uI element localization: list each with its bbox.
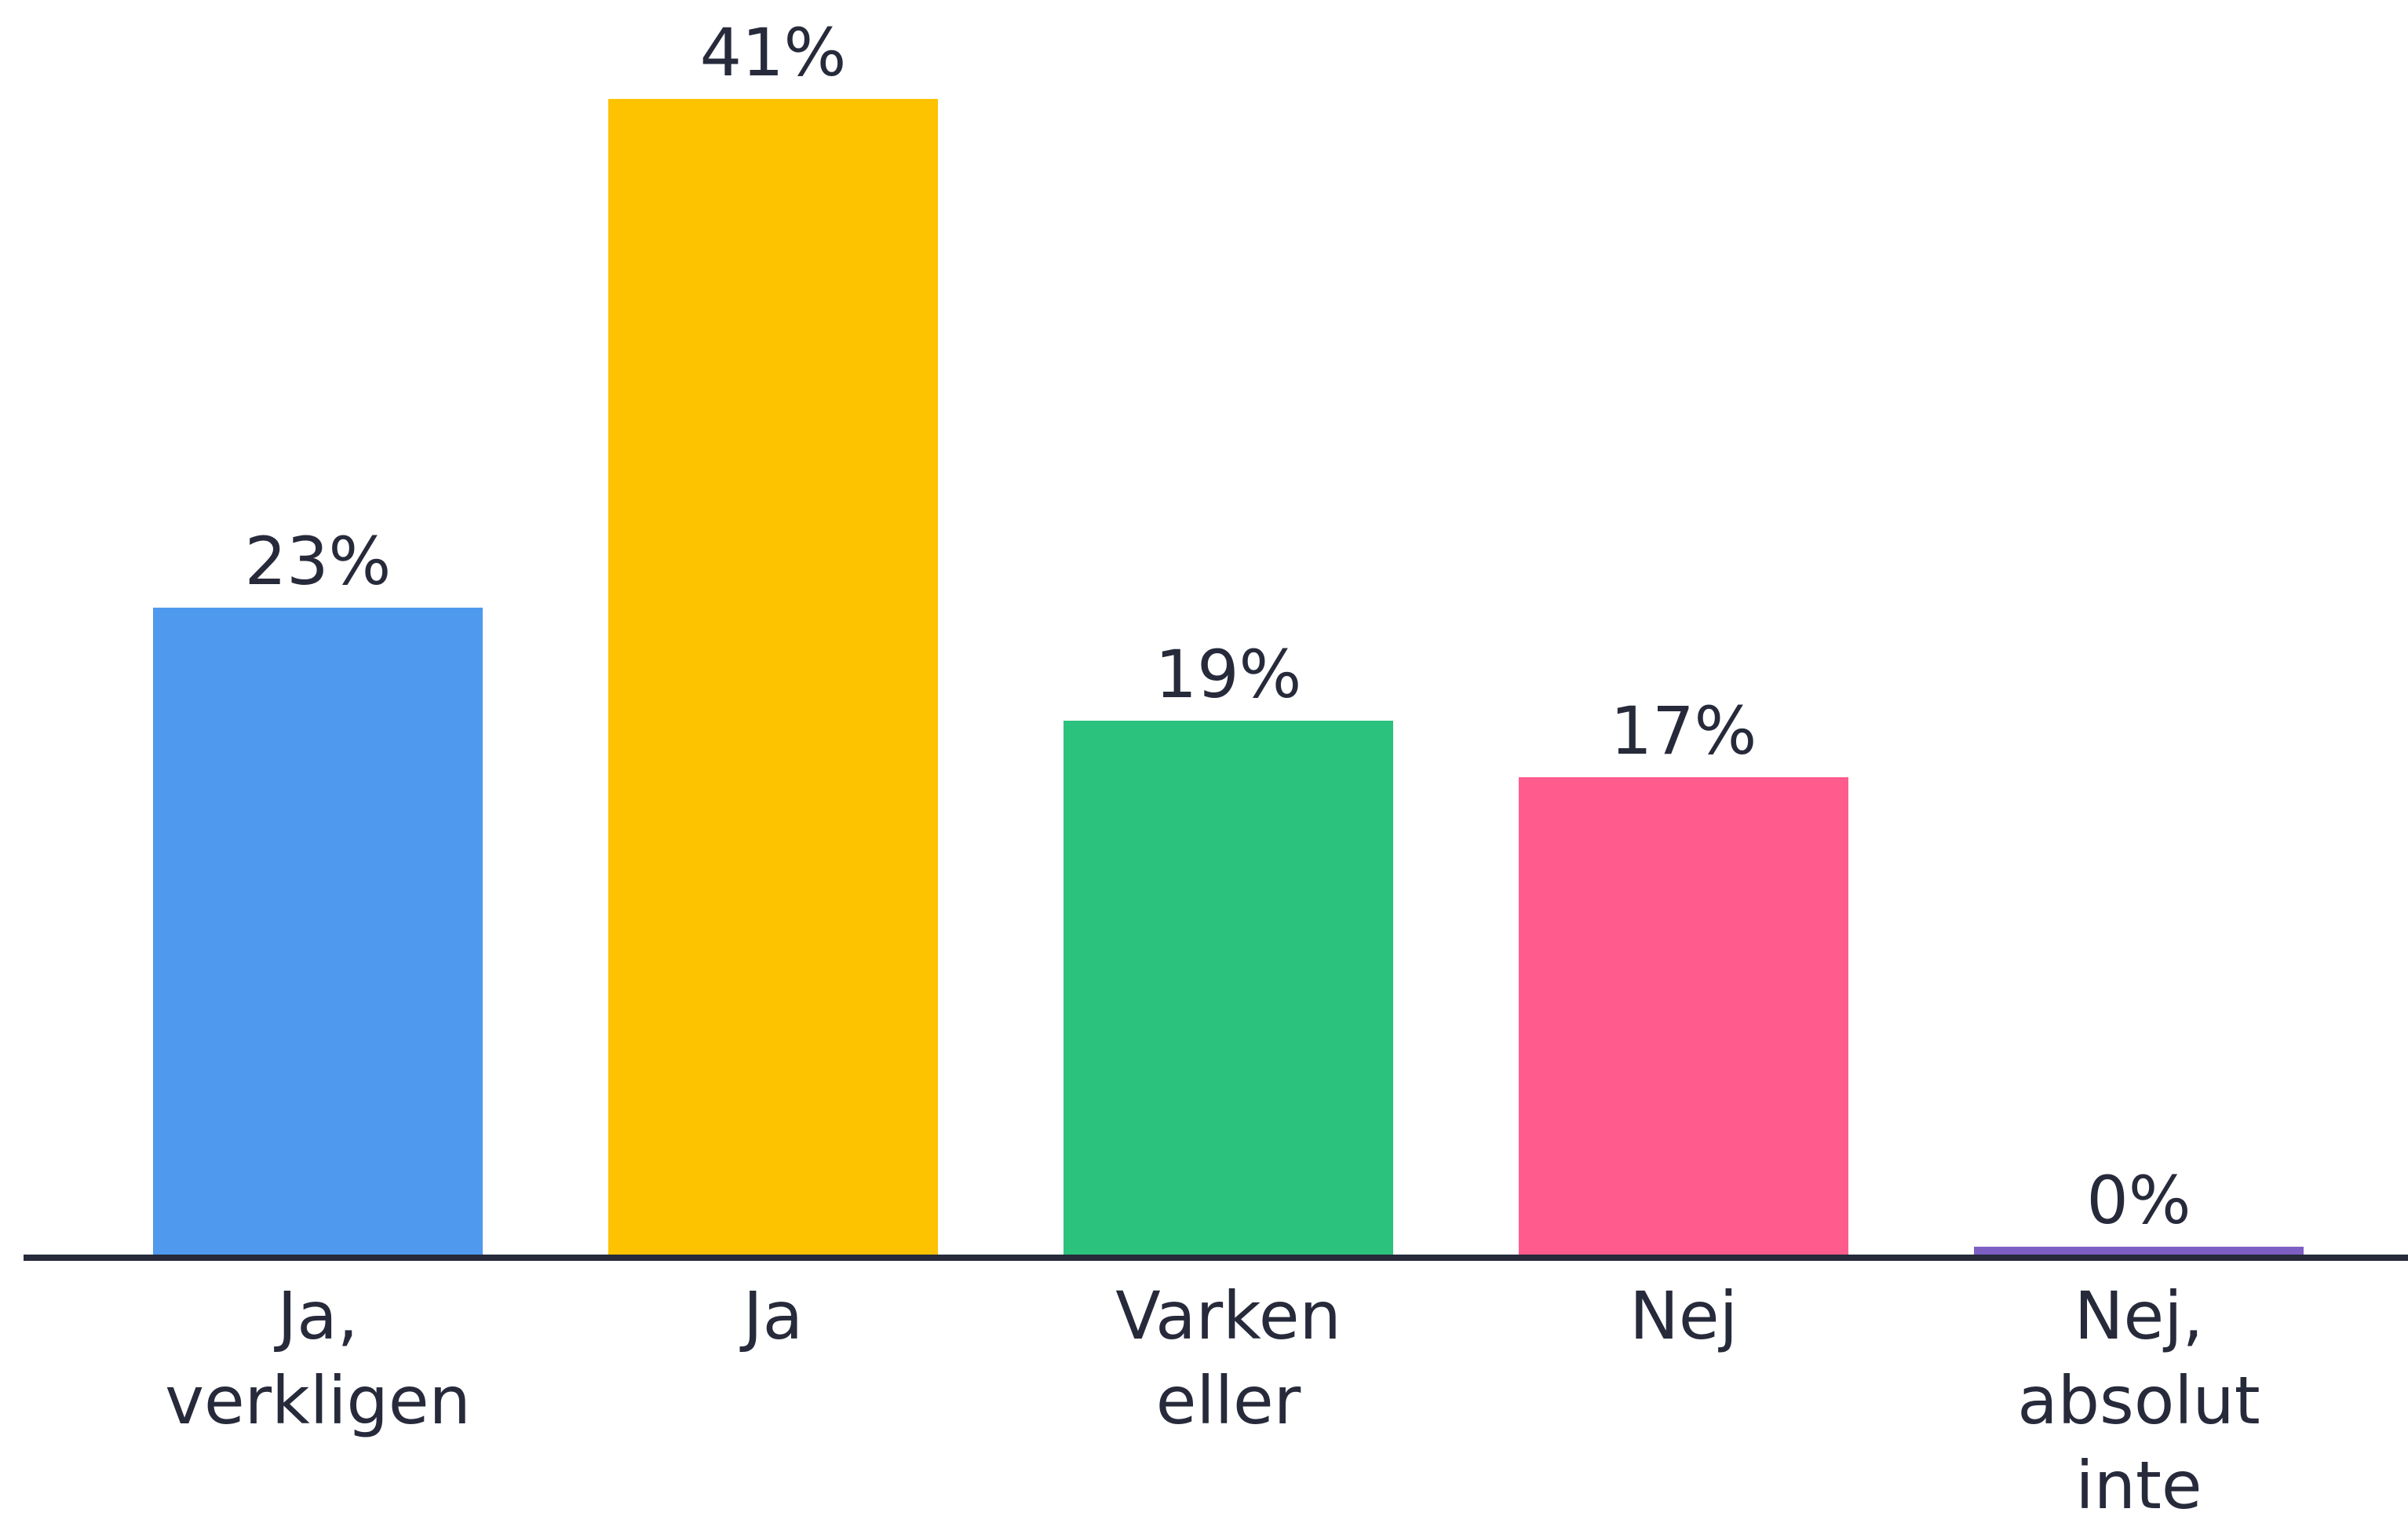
bars bbox=[153, 99, 2304, 1258]
value-label-4: 17% bbox=[1611, 692, 1757, 769]
value-label-5: 0% bbox=[2086, 1162, 2191, 1239]
value-label-2: 41% bbox=[700, 14, 847, 91]
category-label-2: Ja bbox=[739, 1277, 803, 1354]
category-labels: Ja, verkligen Ja Varken eller Nej Nej, absolut i… bbox=[165, 1277, 2260, 1516]
value-label-3: 19% bbox=[1155, 636, 1302, 713]
category-label-1: Ja, verkligen bbox=[165, 1277, 470, 1439]
category-label-5: Nej, absolut inte bbox=[2017, 1277, 2260, 1516]
category-label-4: Nej bbox=[1629, 1277, 1738, 1354]
bar-3 bbox=[1064, 721, 1393, 1258]
bar-1 bbox=[153, 608, 483, 1258]
bar-2 bbox=[608, 99, 938, 1258]
value-labels: 23% 41% 19% 17% 0% bbox=[245, 14, 2191, 1239]
value-label-1: 23% bbox=[245, 523, 392, 600]
category-label-3: Varken eller bbox=[1115, 1277, 1341, 1439]
bar-4 bbox=[1519, 777, 1848, 1258]
